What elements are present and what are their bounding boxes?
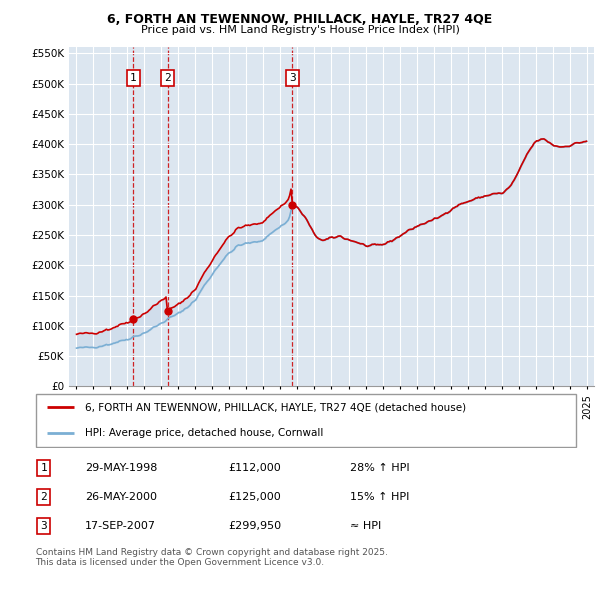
Text: 2: 2 bbox=[40, 492, 47, 502]
Text: 6, FORTH AN TEWENNOW, PHILLACK, HAYLE, TR27 4QE (detached house): 6, FORTH AN TEWENNOW, PHILLACK, HAYLE, T… bbox=[85, 402, 466, 412]
Text: HPI: Average price, detached house, Cornwall: HPI: Average price, detached house, Corn… bbox=[85, 428, 323, 438]
FancyBboxPatch shape bbox=[35, 394, 577, 447]
Text: £112,000: £112,000 bbox=[229, 463, 281, 473]
Text: 17-SEP-2007: 17-SEP-2007 bbox=[85, 522, 156, 532]
Text: 15% ↑ HPI: 15% ↑ HPI bbox=[350, 492, 410, 502]
Text: 3: 3 bbox=[40, 522, 47, 532]
Text: 1: 1 bbox=[40, 463, 47, 473]
Text: Price paid vs. HM Land Registry's House Price Index (HPI): Price paid vs. HM Land Registry's House … bbox=[140, 25, 460, 35]
Text: 3: 3 bbox=[289, 73, 296, 83]
Text: 29-MAY-1998: 29-MAY-1998 bbox=[85, 463, 158, 473]
Text: ≈ HPI: ≈ HPI bbox=[350, 522, 382, 532]
Text: 28% ↑ HPI: 28% ↑ HPI bbox=[350, 463, 410, 473]
Text: £125,000: £125,000 bbox=[229, 492, 281, 502]
Text: £299,950: £299,950 bbox=[229, 522, 282, 532]
Text: 1: 1 bbox=[130, 73, 137, 83]
Text: 6, FORTH AN TEWENNOW, PHILLACK, HAYLE, TR27 4QE: 6, FORTH AN TEWENNOW, PHILLACK, HAYLE, T… bbox=[107, 13, 493, 26]
Text: 26-MAY-2000: 26-MAY-2000 bbox=[85, 492, 157, 502]
Text: Contains HM Land Registry data © Crown copyright and database right 2025.
This d: Contains HM Land Registry data © Crown c… bbox=[35, 548, 388, 567]
Text: 2: 2 bbox=[164, 73, 171, 83]
